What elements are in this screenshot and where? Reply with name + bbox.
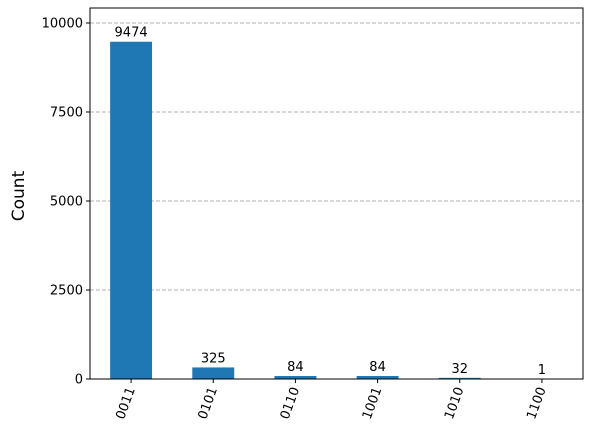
value-label: 84 <box>287 360 304 375</box>
plot-frame <box>89 7 584 380</box>
x-tick-label: 1100 <box>524 385 549 421</box>
x-tick-label: 0011 <box>113 385 138 421</box>
bar <box>274 376 317 379</box>
y-tick-label: 7500 <box>50 106 83 121</box>
bar <box>356 376 399 379</box>
x-tick-label: 1010 <box>442 385 467 421</box>
y-tick-label: 10000 <box>42 17 83 32</box>
bar <box>110 41 153 380</box>
value-label: 9474 <box>115 26 148 41</box>
value-label: 32 <box>451 362 468 377</box>
y-axis-label: Count <box>9 170 29 221</box>
bar <box>192 367 235 379</box>
y-tick-label: 0 <box>75 373 83 388</box>
x-tick-label: 0110 <box>278 385 303 421</box>
bar <box>438 377 481 379</box>
y-tick-label: 5000 <box>50 195 83 210</box>
x-tick-label: 1001 <box>360 385 385 421</box>
y-tick-label: 2500 <box>50 284 83 299</box>
x-tick-label: 0101 <box>196 385 221 421</box>
value-label: 1 <box>538 363 546 378</box>
value-label: 325 <box>201 351 226 366</box>
value-label: 84 <box>369 360 386 375</box>
